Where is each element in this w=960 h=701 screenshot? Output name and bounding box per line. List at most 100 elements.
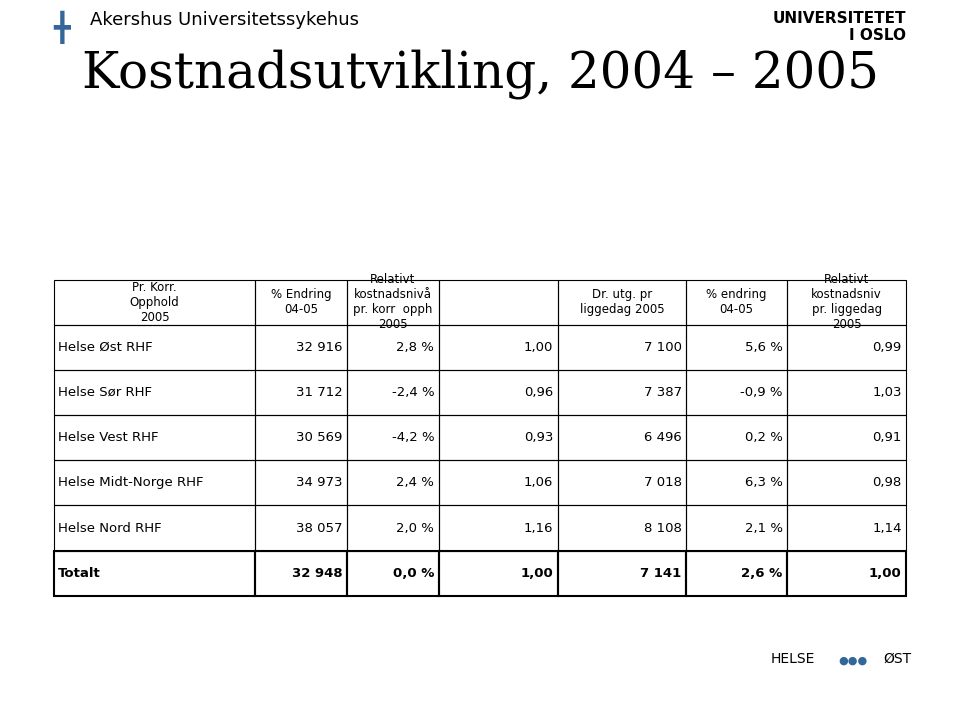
Bar	[439, 551, 558, 596]
Bar	[686, 461, 787, 505]
Bar	[54, 370, 255, 415]
Bar	[348, 370, 439, 415]
Text: 1,14: 1,14	[873, 522, 901, 535]
Text: 5,6 %: 5,6 %	[745, 341, 782, 354]
Text: 2,0 %: 2,0 %	[396, 522, 434, 535]
Bar	[787, 415, 906, 461]
Bar	[348, 325, 439, 370]
Text: Relativt
kostnadsnivå
pr. korr  opph
2005: Relativt kostnadsnivå pr. korr opph 2005	[353, 273, 433, 332]
Text: 0,2 %: 0,2 %	[745, 431, 782, 444]
Bar	[558, 505, 686, 551]
Bar	[439, 505, 558, 551]
Bar	[439, 370, 558, 415]
Bar	[439, 325, 558, 370]
Text: % endring
04-05: % endring 04-05	[707, 289, 767, 316]
Bar	[255, 461, 348, 505]
Text: -2,4 %: -2,4 %	[392, 386, 434, 399]
Text: Dr. utg. pr
liggedag 2005: Dr. utg. pr liggedag 2005	[580, 289, 664, 316]
Bar	[787, 461, 906, 505]
Text: 2,1 %: 2,1 %	[745, 522, 782, 535]
Bar	[348, 551, 439, 596]
Bar	[255, 370, 348, 415]
Bar	[787, 551, 906, 596]
Bar	[787, 280, 906, 325]
Bar	[54, 280, 255, 325]
Bar	[348, 505, 439, 551]
Text: 6 496: 6 496	[644, 431, 682, 444]
Bar	[255, 551, 348, 596]
Bar	[255, 505, 348, 551]
Text: 38 057: 38 057	[296, 522, 343, 535]
Text: ØST: ØST	[883, 652, 912, 666]
Text: Helse Øst RHF: Helse Øst RHF	[59, 341, 153, 354]
Text: HELSE: HELSE	[770, 652, 815, 666]
Bar	[255, 415, 348, 461]
Text: 1,00: 1,00	[520, 566, 553, 580]
Text: 0,0 %: 0,0 %	[393, 566, 434, 580]
Text: Relativt
kostnadsniv
pr. liggedag
2005: Relativt kostnadsniv pr. liggedag 2005	[811, 273, 882, 332]
Text: 2,6 %: 2,6 %	[741, 566, 782, 580]
Text: 7 100: 7 100	[644, 341, 682, 354]
Text: 31 712: 31 712	[296, 386, 343, 399]
Text: Pr. Korr.
Opphold
2005: Pr. Korr. Opphold 2005	[130, 281, 180, 324]
Text: 1,00: 1,00	[869, 566, 901, 580]
Bar	[439, 461, 558, 505]
Text: 1,16: 1,16	[524, 522, 553, 535]
Text: 2,4 %: 2,4 %	[396, 476, 434, 489]
Bar	[787, 505, 906, 551]
Text: -0,9 %: -0,9 %	[740, 386, 782, 399]
Text: 0,98: 0,98	[873, 476, 901, 489]
Bar	[54, 325, 255, 370]
Bar	[54, 505, 255, 551]
Text: Helse Nord RHF: Helse Nord RHF	[59, 522, 162, 535]
Text: ●●●: ●●●	[838, 656, 868, 666]
Bar	[686, 505, 787, 551]
Bar	[558, 551, 686, 596]
Bar	[686, 551, 787, 596]
Text: UNIVERSITETET
I OSLO: UNIVERSITETET I OSLO	[773, 11, 906, 43]
Bar	[686, 415, 787, 461]
Bar	[558, 370, 686, 415]
Text: 0,99: 0,99	[873, 341, 901, 354]
Text: % Endring
04-05: % Endring 04-05	[271, 289, 331, 316]
Text: 34 973: 34 973	[296, 476, 343, 489]
Bar	[558, 325, 686, 370]
Text: 32 948: 32 948	[292, 566, 343, 580]
Text: Helse Vest RHF: Helse Vest RHF	[59, 431, 158, 444]
Text: 1,00: 1,00	[524, 341, 553, 354]
Text: 7 141: 7 141	[640, 566, 682, 580]
Text: 1,06: 1,06	[524, 476, 553, 489]
Text: Helse Sør RHF: Helse Sør RHF	[59, 386, 153, 399]
Bar	[686, 325, 787, 370]
Text: 7 387: 7 387	[643, 386, 682, 399]
Bar	[787, 325, 906, 370]
Text: 0,96: 0,96	[524, 386, 553, 399]
Text: ╋: ╋	[54, 11, 70, 43]
Bar	[787, 370, 906, 415]
Text: 0,91: 0,91	[873, 431, 901, 444]
Text: Totalt: Totalt	[59, 566, 101, 580]
Bar	[348, 415, 439, 461]
Bar	[439, 415, 558, 461]
Bar	[255, 280, 348, 325]
Bar	[255, 325, 348, 370]
Text: Akershus Universitetssykehus: Akershus Universitetssykehus	[90, 11, 359, 29]
Text: 1,03: 1,03	[873, 386, 901, 399]
Bar	[54, 415, 255, 461]
Bar	[348, 461, 439, 505]
Bar	[439, 280, 558, 325]
Bar	[54, 551, 255, 596]
Bar	[686, 370, 787, 415]
Text: 6,3 %: 6,3 %	[745, 476, 782, 489]
Bar	[348, 280, 439, 325]
Text: 2,8 %: 2,8 %	[396, 341, 434, 354]
Bar	[54, 461, 255, 505]
Bar	[558, 415, 686, 461]
Bar	[558, 280, 686, 325]
Text: 8 108: 8 108	[644, 522, 682, 535]
Text: 7 018: 7 018	[644, 476, 682, 489]
Text: 32 916: 32 916	[296, 341, 343, 354]
Text: 30 569: 30 569	[297, 431, 343, 444]
Bar	[686, 280, 787, 325]
Bar	[558, 461, 686, 505]
